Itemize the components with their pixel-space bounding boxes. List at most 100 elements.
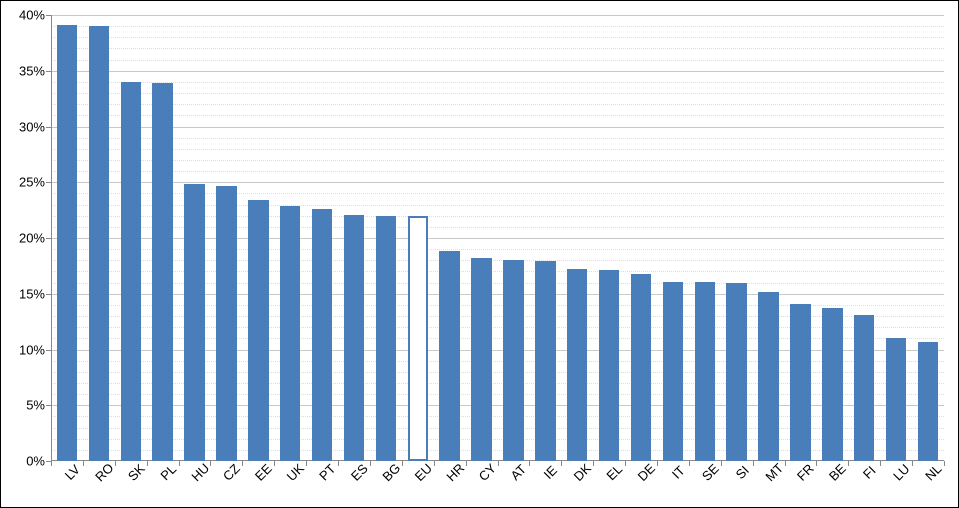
y-tick-label: 30% — [19, 119, 45, 134]
x-tick-label: IE — [541, 463, 560, 482]
x-tick-label: HU — [188, 460, 212, 484]
x-tick-label: PT — [316, 461, 338, 483]
x-tick-mark — [816, 461, 817, 466]
x-tick-label: FR — [794, 461, 817, 484]
bar — [121, 82, 141, 461]
bar — [439, 251, 459, 461]
y-axis-line — [51, 15, 52, 461]
gridline-minor — [51, 160, 944, 161]
bar — [152, 83, 172, 461]
x-tick-label: HR — [443, 460, 467, 484]
x-tick-label: UK — [284, 461, 307, 484]
x-tick-label: NL — [922, 461, 944, 483]
gridline-minor — [51, 93, 944, 94]
bar — [344, 215, 364, 461]
x-tick-label: IT — [669, 463, 688, 482]
x-tick-mark — [242, 461, 243, 466]
bar — [822, 308, 842, 461]
x-tick-mark — [880, 461, 881, 466]
x-tick-mark — [498, 461, 499, 466]
gridline-minor — [51, 60, 944, 61]
bar — [854, 315, 874, 461]
gridline-major — [51, 15, 944, 16]
bar — [89, 26, 109, 461]
x-tick-label: BG — [379, 460, 403, 484]
bar — [248, 200, 268, 461]
x-tick-label: BE — [826, 461, 849, 484]
gridline-minor — [51, 48, 944, 49]
gridline-minor — [51, 26, 944, 27]
bar — [790, 304, 810, 461]
x-tick-label: EU — [411, 461, 434, 484]
bar — [886, 338, 906, 461]
x-tick-mark — [338, 461, 339, 466]
bar — [471, 258, 491, 461]
x-tick-mark — [848, 461, 849, 466]
bar — [567, 269, 587, 461]
x-tick-mark — [179, 461, 180, 466]
bar — [599, 270, 619, 461]
bar — [280, 206, 300, 461]
bar — [184, 184, 204, 461]
x-tick-label: CY — [475, 461, 498, 484]
x-tick-label: MT — [762, 460, 786, 484]
gridline-minor — [51, 171, 944, 172]
bar — [663, 282, 683, 462]
x-tick-mark — [115, 461, 116, 466]
x-tick-label: FI — [860, 463, 879, 482]
chart-frame: 0%5%10%15%20%25%30%35%40%LVROSKPLHUCZEEU… — [0, 0, 959, 508]
bar — [408, 216, 428, 461]
bar — [535, 261, 555, 461]
x-tick-label: EL — [604, 461, 626, 483]
x-tick-mark — [593, 461, 594, 466]
gridline-minor — [51, 149, 944, 150]
y-tick-label: 20% — [19, 231, 45, 246]
x-tick-label: LV — [62, 462, 83, 483]
x-tick-label: SE — [699, 461, 722, 484]
bar — [695, 282, 715, 462]
x-tick-mark — [51, 461, 52, 466]
x-tick-mark — [561, 461, 562, 466]
x-tick-mark — [657, 461, 658, 466]
bar — [726, 283, 746, 461]
x-tick-mark — [753, 461, 754, 466]
bar — [918, 342, 938, 461]
gridline-major — [51, 182, 944, 183]
x-tick-mark — [466, 461, 467, 466]
x-tick-mark — [912, 461, 913, 466]
x-tick-mark — [689, 461, 690, 466]
x-tick-mark — [625, 461, 626, 466]
gridline-minor — [51, 37, 944, 38]
gridline-major — [51, 71, 944, 72]
x-tick-mark — [402, 461, 403, 466]
x-tick-mark — [306, 461, 307, 466]
y-tick-label: 40% — [19, 8, 45, 23]
x-tick-mark — [147, 461, 148, 466]
x-tick-label: SI — [732, 463, 751, 482]
x-tick-mark — [721, 461, 722, 466]
x-tick-label: DE — [635, 461, 658, 484]
x-tick-label: LU — [890, 461, 912, 483]
x-tick-label: AT — [508, 461, 530, 483]
x-tick-mark — [944, 461, 945, 466]
x-tick-mark — [370, 461, 371, 466]
x-tick-label: PL — [157, 461, 179, 483]
y-tick-label: 10% — [19, 342, 45, 357]
x-tick-mark — [83, 461, 84, 466]
x-tick-label: RO — [92, 460, 116, 484]
x-tick-mark — [785, 461, 786, 466]
x-tick-mark — [274, 461, 275, 466]
gridline-minor — [51, 82, 944, 83]
bar — [57, 25, 77, 461]
gridline-major — [51, 127, 944, 128]
bar — [312, 209, 332, 461]
x-tick-mark — [210, 461, 211, 466]
bar — [758, 292, 778, 461]
x-tick-label: DK — [571, 461, 594, 484]
x-tick-label: ES — [348, 461, 371, 484]
bar — [216, 186, 236, 461]
x-tick-mark — [529, 461, 530, 466]
y-tick-label: 5% — [26, 398, 45, 413]
y-tick-label: 0% — [26, 454, 45, 469]
bar — [631, 274, 651, 461]
